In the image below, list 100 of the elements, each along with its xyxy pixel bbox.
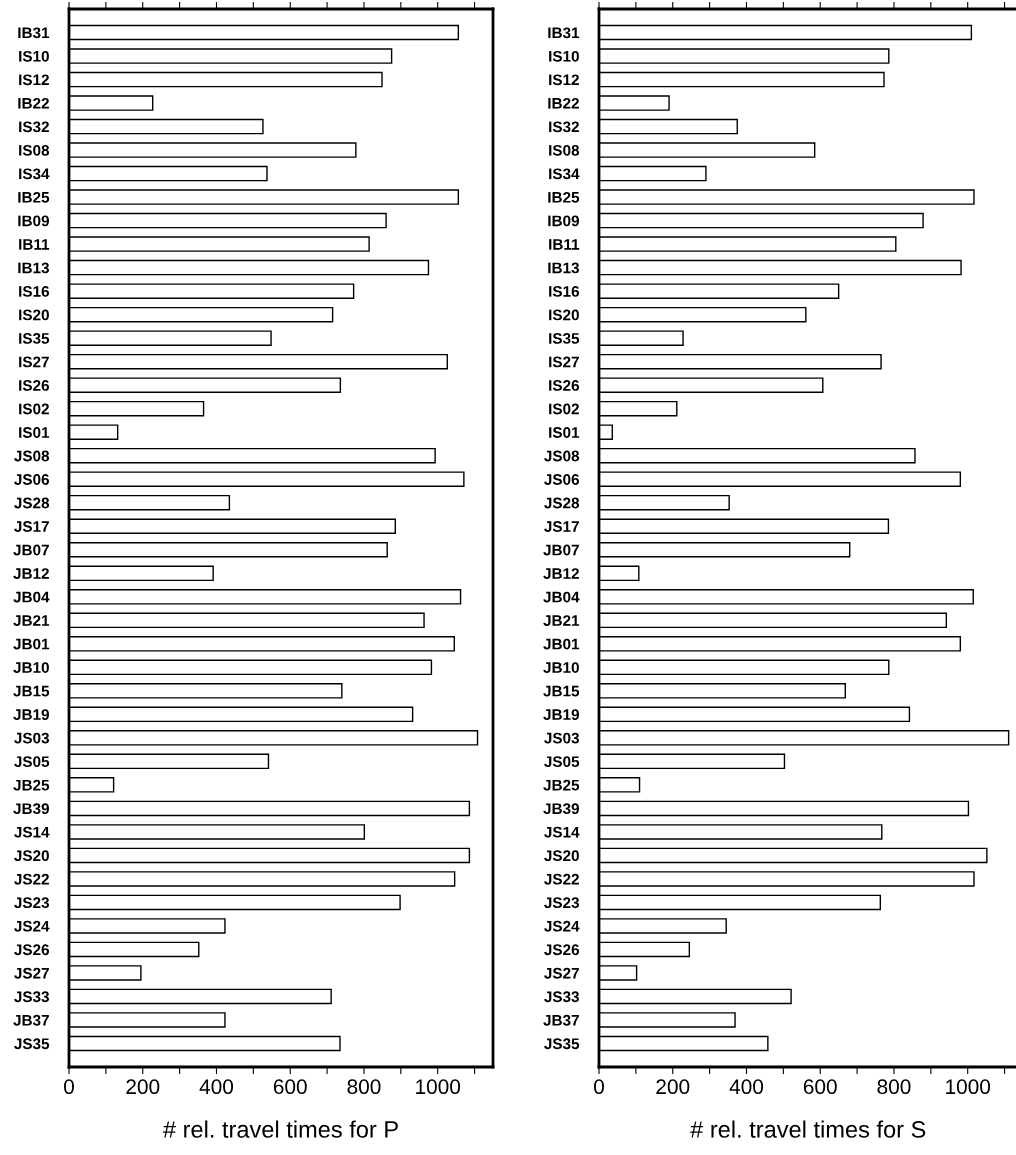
y-tick-label: IB13 [18, 262, 50, 274]
y-tick-label: IS02 [19, 403, 49, 415]
y-tick-label: IS34 [549, 168, 580, 180]
y-tick-label: JS26 [14, 944, 50, 956]
y-tick-label: JB07 [13, 544, 49, 556]
y-tick-label: IS35 [19, 333, 50, 344]
y-tick-label: IS10 [549, 50, 579, 62]
y-tick-label: JS05 [544, 756, 580, 768]
x-tick-label: 0 [594, 1079, 604, 1095]
y-tick-label: JB39 [543, 803, 579, 815]
y-tick-label: JS35 [544, 1038, 580, 1050]
y-tick-label: JS03 [14, 732, 50, 744]
x-tick-label: 800 [347, 1079, 381, 1095]
y-tick-label: JB19 [13, 709, 49, 721]
x-tick-label: 200 [656, 1079, 690, 1095]
y-tick-label: JB39 [13, 803, 49, 815]
y-tick-label: IS08 [19, 144, 50, 156]
y-tick-label: IS16 [549, 286, 579, 297]
y-tick-label: IS27 [19, 356, 49, 368]
y-tick-label: JB19 [543, 709, 579, 721]
y-tick-label: JS17 [14, 521, 49, 532]
y-tick-label: JS24 [14, 920, 50, 932]
x-tick-label: 0 [64, 1079, 74, 1095]
y-tick-label: JB07 [543, 544, 579, 556]
x-axis-title: # rel. travel times for S [690, 1120, 926, 1138]
y-tick-label: JS22 [544, 873, 579, 885]
y-tick-label: IB09 [548, 215, 579, 227]
y-tick-label: JS33 [14, 991, 50, 1003]
y-tick-label: JS14 [544, 826, 580, 838]
y-tick-label: IS27 [549, 356, 579, 368]
y-tick-label: JS05 [14, 756, 50, 768]
y-tick-label: IS01 [549, 427, 580, 438]
y-tick-label: IB09 [18, 215, 49, 227]
y-tick-label: JS14 [14, 826, 50, 838]
y-tick-label: JB01 [543, 638, 580, 650]
y-tick-label: IS10 [19, 50, 49, 62]
x-tick-label: 200 [126, 1079, 160, 1095]
y-tick-label: JB12 [543, 568, 579, 579]
y-tick-label: JS20 [14, 850, 49, 862]
y-tick-label: JB25 [543, 779, 580, 791]
y-tick-label: IS01 [19, 427, 50, 438]
y-tick-label: IB11 [19, 239, 50, 250]
y-tick-label: IB22 [18, 97, 49, 109]
y-tick-label: JS28 [544, 497, 580, 509]
y-tick-label: JB10 [543, 662, 579, 673]
y-tick-label: JS26 [544, 944, 580, 956]
y-tick-label: IS20 [19, 309, 49, 321]
y-tick-label: IB25 [18, 191, 50, 203]
y-tick-label: IS26 [549, 380, 579, 391]
y-tick-label: IS34 [19, 168, 50, 180]
y-tick-label: JB15 [13, 685, 50, 697]
y-tick-label: IB31 [548, 27, 580, 39]
y-tick-label: JB37 [543, 1014, 579, 1026]
y-tick-label: IS32 [19, 121, 49, 133]
y-tick-label: JS35 [14, 1038, 50, 1050]
y-tick-label: JS23 [544, 897, 580, 909]
y-tick-label: IS12 [549, 74, 579, 86]
y-tick-label: IS02 [549, 403, 579, 415]
y-tick-label: JB37 [13, 1014, 49, 1026]
y-tick-label: JS08 [14, 450, 50, 462]
y-tick-label: IS16 [19, 286, 49, 297]
y-tick-label: JS17 [544, 521, 579, 532]
y-tick-label: JS06 [544, 474, 580, 485]
y-tick-label: JS22 [14, 873, 49, 885]
y-tick-label: IS32 [549, 121, 579, 133]
x-tick-label: 1000 [946, 1079, 991, 1095]
y-tick-label: JB12 [13, 568, 49, 579]
y-tick-label: JB10 [13, 662, 49, 673]
y-tick-label: JB15 [543, 685, 580, 697]
y-tick-label: IB31 [18, 27, 50, 39]
y-tick-label: JB21 [13, 615, 50, 626]
y-tick-label: IB25 [548, 191, 580, 203]
y-tick-label: JB04 [13, 591, 50, 603]
y-tick-label: IS35 [549, 333, 580, 344]
x-tick-label: 1000 [416, 1079, 461, 1095]
y-tick-label: IB11 [549, 239, 580, 250]
y-tick-label: JS03 [544, 732, 580, 744]
x-tick-label: 400 [199, 1079, 234, 1095]
x-tick-label: 800 [877, 1079, 911, 1095]
y-tick-label: IS20 [549, 309, 579, 321]
y-tick-label: JS20 [544, 850, 579, 862]
y-tick-label: IS26 [19, 380, 49, 391]
y-tick-label: IB22 [548, 97, 579, 109]
x-tick-label: 400 [729, 1079, 764, 1095]
x-tick-label: 600 [273, 1079, 307, 1095]
y-tick-label: JS08 [544, 450, 580, 462]
y-tick-label: IS08 [549, 144, 580, 156]
y-tick-label: JS28 [14, 497, 50, 509]
y-tick-label: JS27 [14, 967, 49, 979]
y-tick-label: JS33 [544, 991, 580, 1003]
y-tick-label: JB04 [543, 591, 580, 603]
x-tick-label: 600 [803, 1079, 837, 1095]
y-tick-label: JS24 [544, 920, 580, 932]
y-tick-label: JS23 [14, 897, 50, 909]
y-tick-label: JB25 [13, 779, 50, 791]
x-axis-title: # rel. travel times for P [163, 1120, 398, 1138]
y-tick-label: IS12 [19, 74, 49, 86]
y-tick-label: IB13 [548, 262, 580, 274]
y-tick-label: JS06 [14, 474, 50, 485]
y-tick-label: JB21 [543, 615, 580, 626]
